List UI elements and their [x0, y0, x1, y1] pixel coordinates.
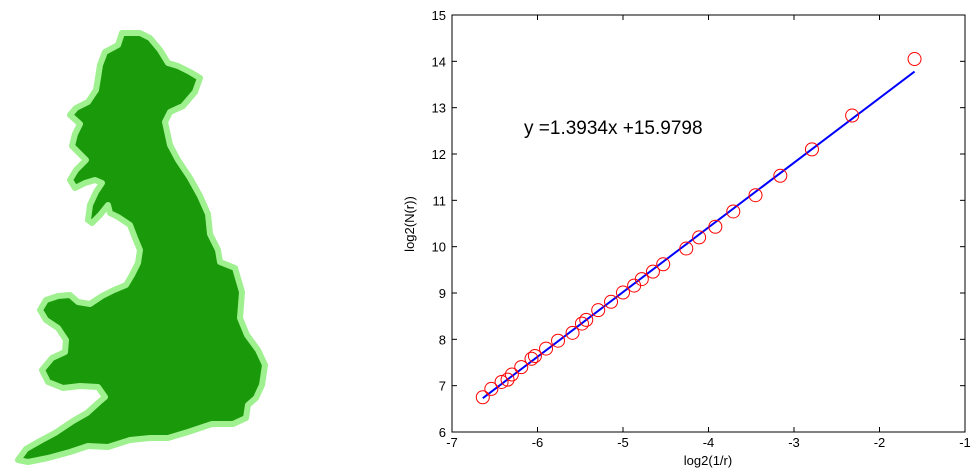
data-point-marker: [726, 204, 741, 219]
y-tick-label: 14: [432, 54, 446, 69]
data-point-marker: [579, 312, 594, 327]
data-point-marker: [656, 257, 671, 272]
data-point-marker: [773, 168, 788, 183]
plot-area-frame: [451, 14, 966, 433]
data-point-marker: [565, 325, 580, 340]
data-point-marker: [591, 303, 606, 318]
y-tick-label: 12: [432, 147, 446, 162]
data-point-marker: [679, 241, 694, 256]
great-britain-map-shape: [15, 30, 268, 465]
data-point-marker: [804, 142, 819, 157]
x-tick-label: -4: [703, 435, 715, 450]
data-point-marker: [845, 108, 860, 123]
y-axis-title: log2(N(r)): [402, 196, 417, 252]
data-point-marker: [524, 351, 539, 366]
data-point-marker: [504, 367, 519, 382]
x-tick-label: -7: [446, 435, 458, 450]
x-tick-label: -1: [959, 435, 971, 450]
y-tick-label: 9: [439, 286, 446, 301]
x-tick-label: -5: [617, 435, 629, 450]
data-point-marker: [748, 188, 763, 203]
y-axis-ticks: 6 7 8 9 10 11 12 13 14 15: [432, 8, 965, 440]
data-point-marker: [604, 294, 619, 309]
data-point-marker: [484, 381, 499, 396]
data-markers: [475, 52, 922, 405]
data-point-marker: [475, 390, 490, 405]
x-tick-label: -6: [532, 435, 544, 450]
x-tick-label: -2: [874, 435, 886, 450]
data-point-marker: [527, 349, 542, 364]
x-axis-title: log2(1/r): [684, 453, 732, 468]
data-point-marker: [708, 219, 723, 234]
y-tick-label: 11: [433, 193, 447, 208]
y-tick-label: 6: [439, 425, 446, 440]
data-point-marker: [551, 333, 566, 348]
data-point-marker: [514, 360, 529, 375]
data-point-marker: [500, 372, 515, 387]
x-tick-label: -3: [788, 435, 800, 450]
y-tick-label: 8: [439, 332, 446, 347]
data-point-marker: [634, 272, 649, 287]
x-axis-ticks: -7 -6 -5 -4 -3 -2 -1: [446, 15, 971, 450]
data-point-marker: [627, 278, 642, 293]
fit-line-group: [482, 70, 916, 399]
data-point-marker: [645, 264, 660, 279]
y-tick-label: 13: [432, 101, 446, 116]
y-tick-label: 15: [432, 8, 446, 23]
data-point-marker: [907, 52, 922, 67]
data-point-marker: [692, 230, 707, 245]
data-point-marker: [494, 374, 509, 389]
data-point-marker: [574, 316, 589, 331]
y-tick-label: 10: [432, 240, 446, 255]
fit-line: [482, 70, 916, 399]
fit-equation-annotation: y =1.3934x +15.9798: [524, 118, 703, 139]
y-tick-label: 7: [439, 379, 446, 394]
data-point-marker: [539, 341, 554, 356]
data-point-marker: [616, 285, 630, 300]
